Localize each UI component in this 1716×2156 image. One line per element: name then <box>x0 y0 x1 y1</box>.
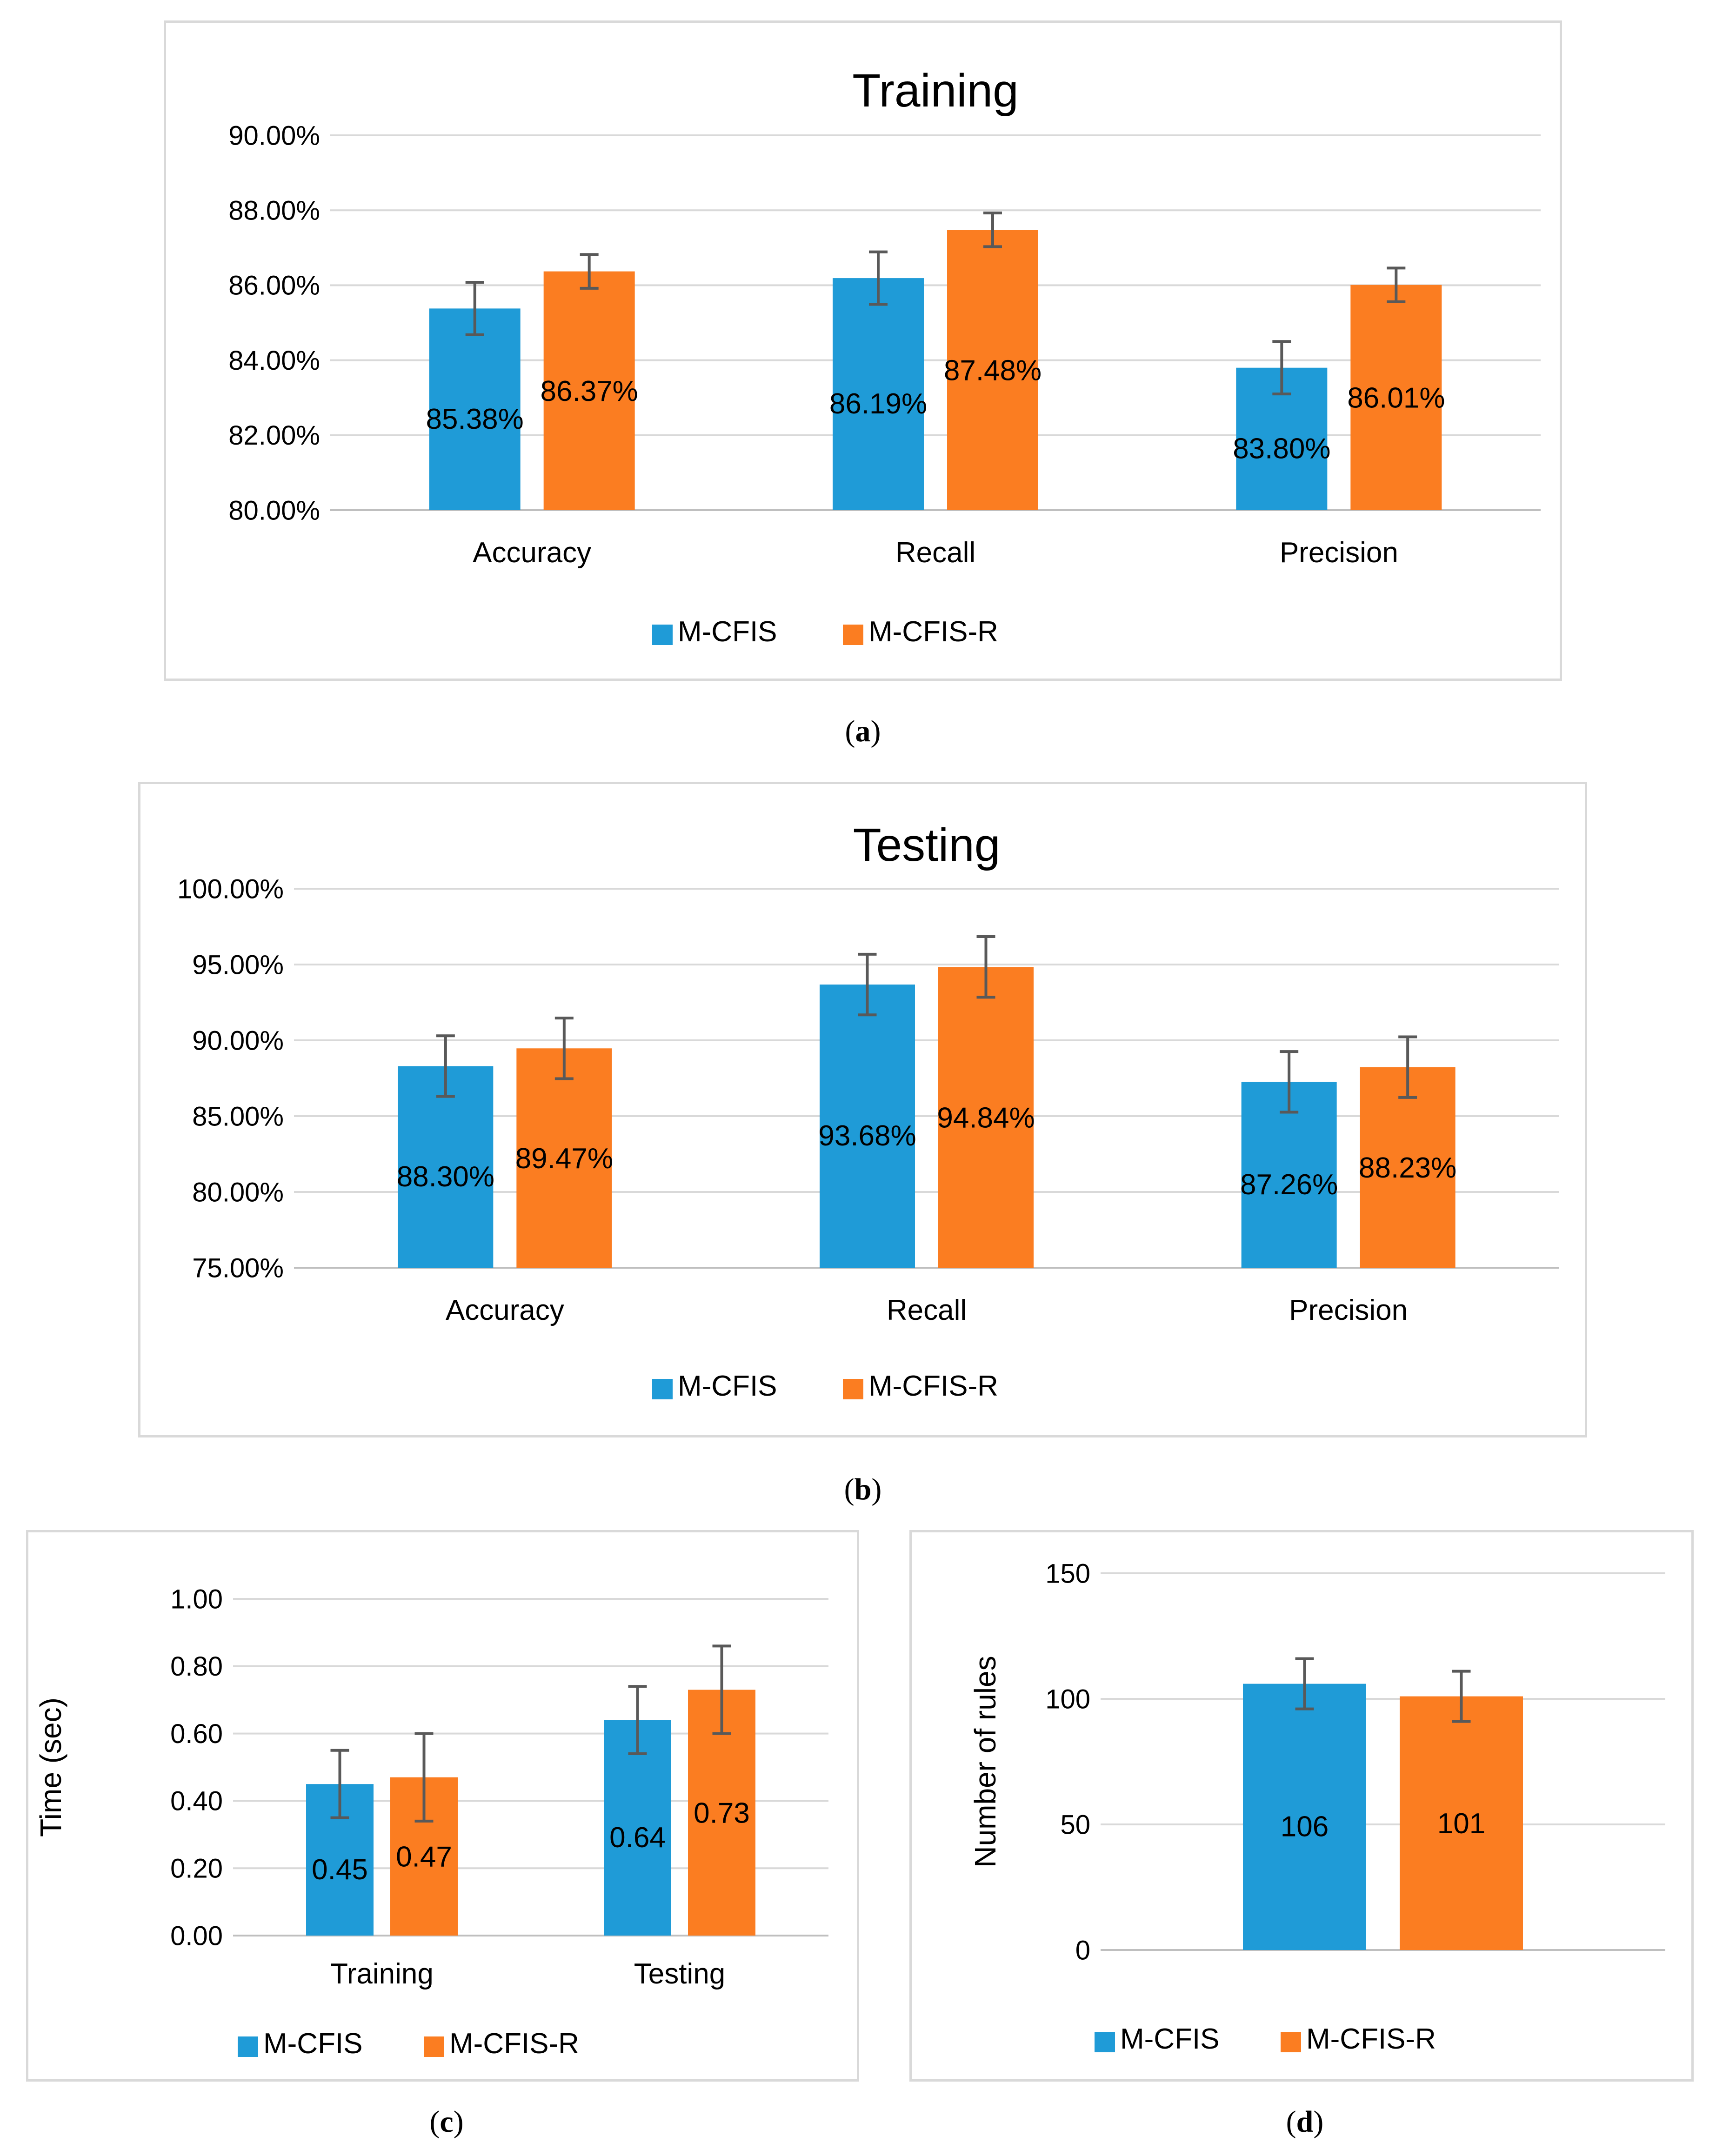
data-label: 89.47% <box>515 1143 613 1175</box>
y-tick-label: 80.00% <box>228 495 320 526</box>
y-tick-label: 0 <box>1075 1935 1090 1965</box>
bar-m-cfis-r <box>947 230 1038 510</box>
data-label: 106 <box>1281 1811 1329 1843</box>
legend-label: M-CFIS-R <box>868 616 998 648</box>
y-tick-label: 95.00% <box>192 950 284 980</box>
legend-label: M-CFIS <box>678 616 777 648</box>
bar-m-cfis-r <box>1360 1067 1456 1268</box>
category-label: Precision <box>1289 1294 1408 1326</box>
y-tick-label: 0.40 <box>170 1786 223 1817</box>
bar-m-cfis-r <box>516 1048 612 1268</box>
caption-a: (a) <box>845 714 881 748</box>
data-label: 88.30% <box>397 1161 494 1193</box>
chart-panel-time: 0.00 0.20 0.40 0.60 0.80 1.00 Time (sec) Traini… <box>26 1530 859 2082</box>
bar-m-cfis-r <box>938 967 1034 1268</box>
y-tick-label: 0.00 <box>170 1921 223 1951</box>
legend-swatch-m-cfis-r <box>1281 2032 1301 2052</box>
legend-label: M-CFIS <box>263 2028 363 2060</box>
y-tick-label: 82.00% <box>228 420 320 451</box>
legend-swatch-m-cfis-r <box>843 625 863 645</box>
data-label: 0.47 <box>396 1841 452 1873</box>
caption-c: (c) <box>429 2105 464 2139</box>
y-tick-label: 0.80 <box>170 1651 223 1682</box>
data-label: 0.64 <box>609 1822 666 1854</box>
legend-swatch-m-cfis <box>652 625 673 645</box>
legend-label: M-CFIS-R <box>449 2028 579 2060</box>
data-label: 86.01% <box>1347 382 1445 414</box>
category-label: Accuracy <box>446 1294 564 1326</box>
data-label: 0.45 <box>312 1854 368 1886</box>
chart-panel-training: Training 80.00% 82.00% 84.00% 86.00% 88.00% 90… <box>164 20 1562 681</box>
y-tick-label: 80.00% <box>192 1177 284 1207</box>
y-tick-label: 150 <box>1045 1558 1090 1589</box>
data-label: 101 <box>1437 1808 1485 1840</box>
category-label: Training <box>330 1958 434 1990</box>
data-label: 86.37% <box>541 375 638 407</box>
bar-m-cfis <box>820 985 915 1268</box>
chart-panel-rules: 0 50 100 150 Number of rules 106 101 M-CFIS M-CF… <box>909 1530 1694 2082</box>
chart-testing: Testing 75.00% 80.00% 85.00% 90.00% 95.00% 100… <box>177 819 1559 1402</box>
category-label: Accuracy <box>473 537 591 569</box>
category-label: Testing <box>634 1958 725 1990</box>
y-tick-label: 0.20 <box>170 1854 223 1884</box>
chart-title: Testing <box>853 819 1001 871</box>
bar-m-cfis-r <box>1400 1696 1523 1950</box>
data-label: 83.80% <box>1233 433 1330 465</box>
data-label: 93.68% <box>818 1120 916 1152</box>
chart-time: 0.00 0.20 0.40 0.60 0.80 1.00 Time (sec) Traini… <box>34 1584 828 2060</box>
y-tick-label: 88.00% <box>228 196 320 226</box>
legend-label: M-CFIS-R <box>868 1370 998 1402</box>
legend-label: M-CFIS <box>678 1370 777 1402</box>
legend-swatch-m-cfis <box>238 2036 258 2057</box>
y-tick-label: 100.00% <box>177 874 284 904</box>
bar-m-cfis <box>398 1066 494 1268</box>
y-tick-label: 0.60 <box>170 1719 223 1749</box>
category-label: Recall <box>895 537 975 569</box>
legend-label: M-CFIS-R <box>1306 2023 1436 2055</box>
chart-training: Training 80.00% 82.00% 84.00% 86.00% 88.00% 90… <box>228 65 1541 648</box>
data-label: 94.84% <box>937 1102 1035 1134</box>
bar-m-cfis <box>429 308 521 510</box>
chart-rules: 0 50 100 150 Number of rules 106 101 M-CFIS M-CF… <box>968 1558 1665 2055</box>
category-label: Precision <box>1280 537 1398 569</box>
data-label: 86.19% <box>829 388 927 420</box>
data-label: 88.23% <box>1359 1152 1456 1184</box>
data-label: 85.38% <box>426 403 524 435</box>
y-tick-label: 85.00% <box>192 1101 284 1131</box>
bar-m-cfis <box>833 278 924 510</box>
data-label: 87.48% <box>944 354 1042 386</box>
y-tick-label: 50 <box>1060 1810 1090 1840</box>
y-tick-label: 90.00% <box>192 1025 284 1056</box>
caption-d: (d) <box>1286 2105 1324 2139</box>
y-tick-label: 75.00% <box>192 1253 284 1283</box>
chart-title: Training <box>852 65 1019 117</box>
bar-m-cfis-r <box>543 271 635 510</box>
bar-m-cfis <box>1243 1684 1366 1950</box>
data-label: 87.26% <box>1240 1169 1338 1201</box>
bar-m-cfis <box>604 1720 671 1936</box>
legend-swatch-m-cfis-r <box>424 2036 444 2057</box>
legend-label: M-CFIS <box>1120 2023 1220 2055</box>
bar-m-cfis-r <box>1350 285 1442 510</box>
y-axis-label: Time (sec) <box>34 1697 67 1837</box>
y-tick-label: 90.00% <box>228 120 320 151</box>
legend-swatch-m-cfis <box>652 1379 673 1399</box>
y-axis-label: Number of rules <box>968 1656 1002 1867</box>
y-tick-label: 84.00% <box>228 346 320 376</box>
data-label: 0.73 <box>694 1797 750 1829</box>
legend-swatch-m-cfis <box>1095 2032 1115 2052</box>
chart-panel-testing: Testing 75.00% 80.00% 85.00% 90.00% 95.00% 100… <box>138 782 1587 1437</box>
caption-b: (b) <box>844 1472 882 1506</box>
y-tick-label: 86.00% <box>228 271 320 301</box>
y-tick-label: 1.00 <box>170 1584 223 1614</box>
legend-swatch-m-cfis-r <box>843 1379 863 1399</box>
category-label: Recall <box>887 1294 967 1326</box>
y-tick-label: 100 <box>1045 1684 1090 1714</box>
